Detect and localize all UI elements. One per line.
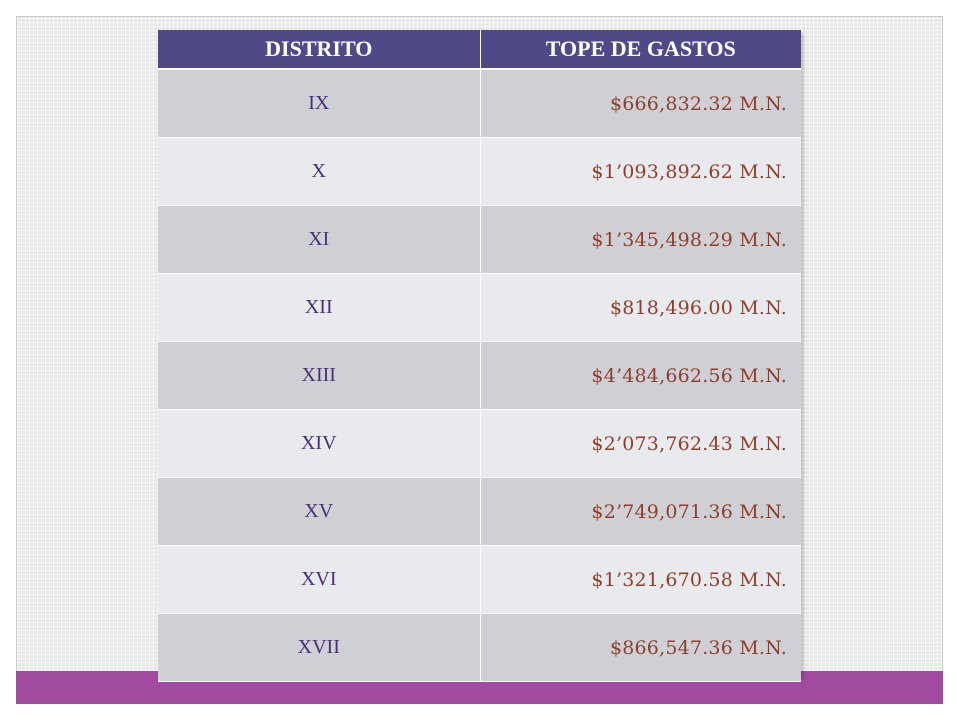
district-cell: XVII xyxy=(158,613,480,682)
table-row: XIII $4’484,662.56 M.N. xyxy=(158,341,801,410)
header-spending-cap: TOPE DE GASTOS xyxy=(479,30,801,70)
amount-cell: $818,496.00 M.N. xyxy=(479,273,801,342)
amount-cell: $4’484,662.56 M.N. xyxy=(479,341,801,410)
table-row: IX $666,832.32 M.N. xyxy=(158,69,801,138)
table-row: XI $1’345,498.29 M.N. xyxy=(158,205,801,274)
table-row: X $1’093,892.62 M.N. xyxy=(158,137,801,206)
table-row: XII $818,496.00 M.N. xyxy=(158,273,801,342)
district-cell: XIV xyxy=(158,409,480,478)
amount-cell: $866,547.36 M.N. xyxy=(479,613,801,682)
district-cell: IX xyxy=(158,69,480,138)
amount-cell: $2’073,762.43 M.N. xyxy=(479,409,801,478)
spending-cap-table: DISTRITO TOPE DE GASTOS IX $666,832.32 M… xyxy=(158,30,801,682)
spending-cap-table-container: DISTRITO TOPE DE GASTOS IX $666,832.32 M… xyxy=(158,30,801,682)
district-cell: XV xyxy=(158,477,480,546)
amount-cell: $1’321,670.58 M.N. xyxy=(479,545,801,614)
table-row: XVI $1’321,670.58 M.N. xyxy=(158,545,801,614)
district-cell: XI xyxy=(158,205,480,274)
table-row: XVII $866,547.36 M.N. xyxy=(158,613,801,682)
district-cell: XIII xyxy=(158,341,480,410)
table-header-row: DISTRITO TOPE DE GASTOS xyxy=(158,30,801,70)
district-cell: XII xyxy=(158,273,480,342)
header-district: DISTRITO xyxy=(158,30,480,70)
district-cell: X xyxy=(158,137,480,206)
amount-cell: $666,832.32 M.N. xyxy=(479,69,801,138)
district-cell: XVI xyxy=(158,545,480,614)
amount-cell: $1’093,892.62 M.N. xyxy=(479,137,801,206)
table-row: XV $2’749,071.36 M.N. xyxy=(158,477,801,546)
amount-cell: $1’345,498.29 M.N. xyxy=(479,205,801,274)
table-row: XIV $2’073,762.43 M.N. xyxy=(158,409,801,478)
amount-cell: $2’749,071.36 M.N. xyxy=(479,477,801,546)
